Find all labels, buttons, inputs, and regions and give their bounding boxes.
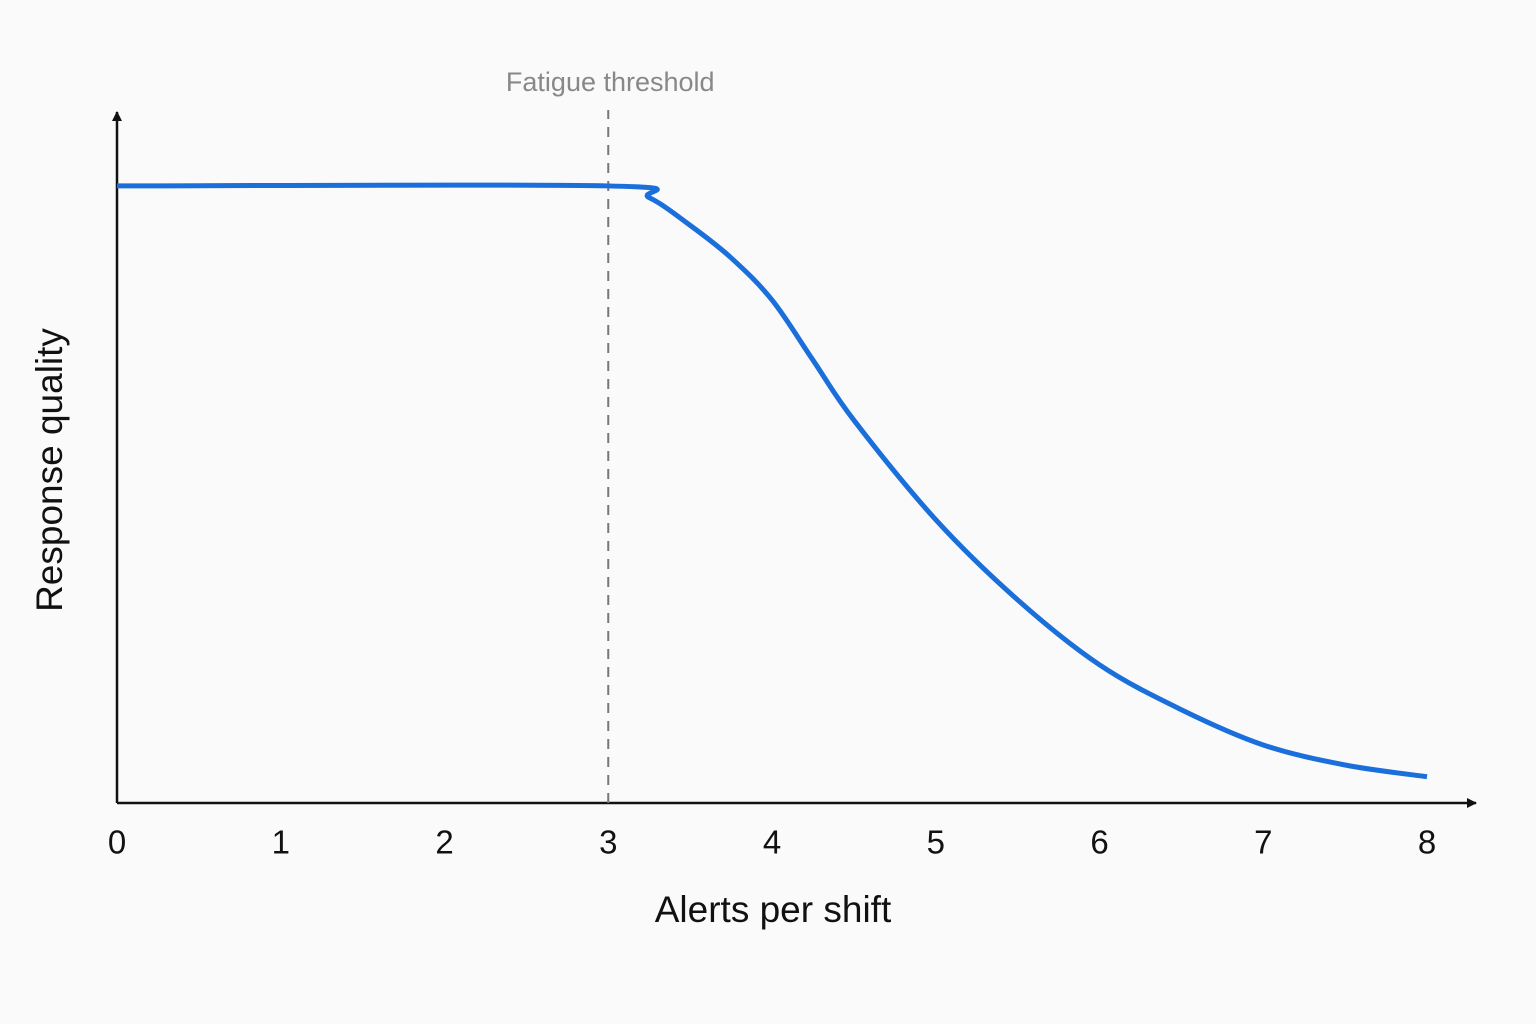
threshold-label: Fatigue threshold: [506, 67, 715, 97]
x-axis-label: Alerts per shift: [655, 889, 892, 930]
x-tick-label: 3: [599, 824, 617, 861]
x-tick-label: 8: [1418, 824, 1436, 861]
x-tick-label: 1: [272, 824, 290, 861]
x-tick-label: 6: [1090, 824, 1108, 861]
x-tick-label: 0: [108, 824, 126, 861]
x-tick-label: 4: [763, 824, 781, 861]
x-tick-label: 5: [927, 824, 945, 861]
y-axis-label: Response quality: [29, 328, 70, 612]
x-tick-label: 7: [1254, 824, 1272, 861]
line-series: [116, 182, 1428, 780]
x-tick-label: 2: [435, 824, 453, 861]
